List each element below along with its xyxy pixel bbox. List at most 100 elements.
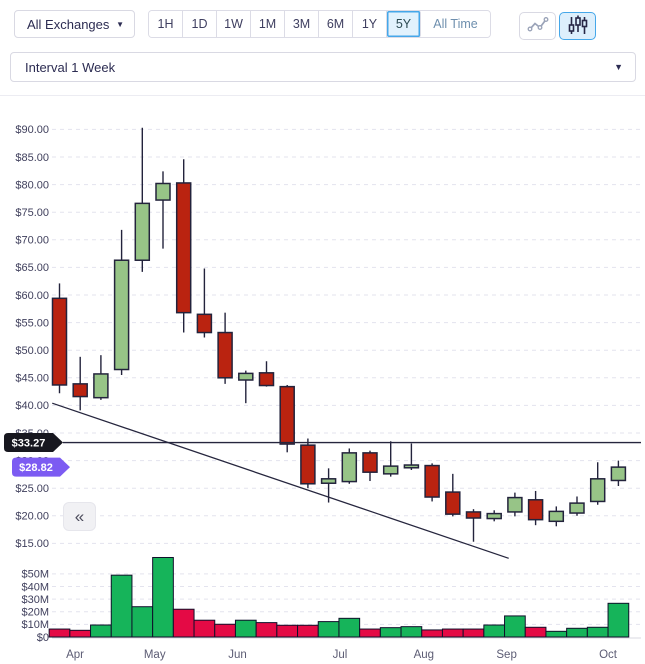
chevron-down-icon: ▼ bbox=[614, 62, 623, 72]
price-tick-label: $90.00 bbox=[15, 124, 49, 136]
candle-body-up bbox=[134, 202, 151, 261]
price-tick-label: $20.00 bbox=[15, 511, 49, 523]
candle-body-up bbox=[238, 372, 254, 381]
candle-body-down bbox=[465, 511, 482, 519]
volume-tick-label: $30M bbox=[21, 594, 49, 606]
candle-body-down bbox=[258, 372, 275, 387]
volume-tick-label: $50M bbox=[21, 569, 49, 581]
volume-bar bbox=[131, 606, 154, 638]
candle-body-down bbox=[196, 313, 213, 334]
chevron-down-icon: ▼ bbox=[116, 19, 124, 29]
volume-bar bbox=[379, 627, 402, 638]
volume-bar bbox=[193, 619, 216, 638]
volume-bar bbox=[297, 624, 319, 638]
month-label: Apr bbox=[66, 649, 84, 661]
candle-body-up bbox=[341, 452, 358, 483]
trendline bbox=[52, 402, 509, 559]
volume-bar bbox=[524, 626, 547, 638]
range-button-group: 1H 1D 1W 1M 3M 6M 1Y 5Y All Time bbox=[148, 10, 491, 38]
range-button-3m[interactable]: 3M bbox=[285, 11, 319, 37]
volume-tick-label: $0 bbox=[37, 632, 49, 644]
range-button-1d[interactable]: 1D bbox=[183, 11, 217, 37]
volume-tick-label: $20M bbox=[21, 607, 49, 619]
volume-bar bbox=[586, 626, 609, 638]
candle-body-up bbox=[320, 478, 337, 484]
candle-body-down bbox=[362, 452, 378, 473]
price-tick-label: $15.00 bbox=[15, 538, 49, 550]
range-button-1h[interactable]: 1H bbox=[149, 11, 183, 37]
range-button-5y[interactable]: 5Y bbox=[387, 11, 421, 37]
candle-body-up bbox=[382, 465, 399, 475]
volume-bar bbox=[255, 622, 278, 638]
price-tick-label: $45.00 bbox=[15, 373, 49, 385]
candle-body-up bbox=[569, 502, 585, 514]
candle-body-down bbox=[527, 499, 544, 521]
volume-bar bbox=[400, 626, 423, 638]
volume-bar bbox=[441, 628, 464, 638]
current-price-badge bbox=[12, 457, 70, 477]
candle-body-down bbox=[51, 297, 68, 386]
chart-type-toggle bbox=[519, 12, 596, 40]
interval-selector-label: Interval 1 Week bbox=[25, 59, 116, 75]
price-tick-label: $75.00 bbox=[15, 207, 49, 219]
range-button-1m[interactable]: 1M bbox=[251, 11, 285, 37]
price-tick-label: $80.00 bbox=[15, 179, 49, 191]
range-button-1y[interactable]: 1Y bbox=[353, 11, 387, 37]
candle-body-up bbox=[548, 510, 565, 523]
line-chart-button[interactable] bbox=[519, 12, 556, 40]
reference-price-badge bbox=[4, 433, 63, 453]
candle-body-up bbox=[486, 512, 502, 520]
range-button-1w[interactable]: 1W bbox=[217, 11, 251, 37]
volume-bar bbox=[90, 624, 112, 638]
volume-tick-label: $10M bbox=[21, 619, 49, 631]
volume-bar bbox=[152, 556, 174, 638]
exchange-selector[interactable]: All Exchanges ▼ bbox=[14, 10, 135, 38]
candle-body-down bbox=[217, 331, 233, 379]
candle-body-down bbox=[175, 182, 192, 314]
candle-body-up bbox=[507, 496, 523, 513]
price-tick-label: $70.00 bbox=[15, 235, 49, 247]
price-tick-label: $25.00 bbox=[15, 483, 49, 495]
candle-body-up bbox=[589, 478, 606, 503]
candle-body-down bbox=[424, 464, 440, 498]
candle-body-up bbox=[155, 182, 171, 201]
candlestick-chart-icon bbox=[566, 13, 590, 40]
volume-bar bbox=[504, 615, 526, 638]
range-button-6m[interactable]: 6M bbox=[319, 11, 353, 37]
volume-bar bbox=[276, 624, 299, 638]
exchange-selector-label: All Exchanges bbox=[27, 16, 110, 32]
price-tick-label: $85.00 bbox=[15, 152, 49, 164]
month-label: May bbox=[144, 649, 166, 661]
line-chart-icon bbox=[526, 13, 550, 40]
month-label: Jun bbox=[228, 649, 247, 661]
candle-body-down bbox=[445, 491, 461, 515]
volume-bar bbox=[110, 574, 133, 638]
price-tick-label: $60.00 bbox=[15, 290, 49, 302]
candle-body-up bbox=[93, 373, 109, 399]
candle-body-up bbox=[610, 466, 627, 482]
price-tick-label: $40.00 bbox=[15, 400, 49, 412]
candle-body-up bbox=[113, 259, 130, 371]
volume-bar bbox=[421, 629, 443, 638]
range-button-all-time[interactable]: All Time bbox=[421, 11, 490, 37]
volume-bar bbox=[462, 628, 485, 638]
month-label: Aug bbox=[414, 649, 434, 661]
month-label: Oct bbox=[599, 649, 618, 661]
price-tick-label: $65.00 bbox=[15, 262, 49, 274]
price-tick-label: $55.00 bbox=[15, 317, 49, 329]
candlestick-chart-button[interactable] bbox=[559, 12, 596, 40]
volume-bar bbox=[48, 628, 71, 638]
volume-bar bbox=[338, 617, 361, 638]
volume-bar bbox=[483, 624, 506, 638]
collapse-panel-button[interactable]: « bbox=[63, 502, 96, 531]
candle-body-down bbox=[300, 444, 316, 485]
volume-tick-label: $40M bbox=[21, 581, 49, 593]
month-label: Jul bbox=[333, 649, 348, 661]
volume-bar bbox=[234, 619, 257, 638]
volume-bar bbox=[214, 623, 236, 638]
candle-body-down bbox=[279, 385, 295, 445]
candle-body-down bbox=[72, 383, 88, 398]
interval-selector[interactable]: Interval 1 Week ▼ bbox=[10, 52, 636, 82]
volume-bar bbox=[69, 629, 92, 638]
